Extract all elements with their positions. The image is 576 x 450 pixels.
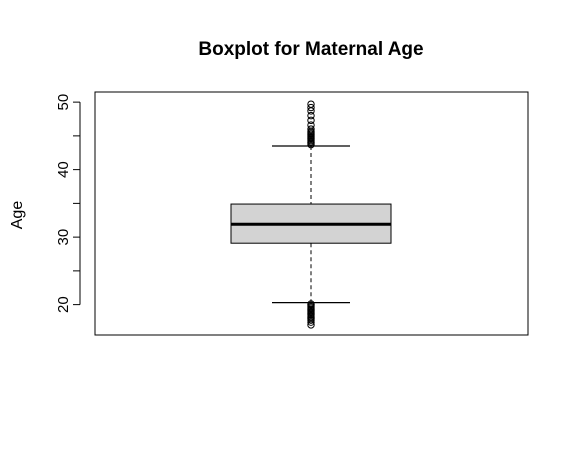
plot-frame (94, 91, 529, 336)
y-tick-label: 40 (55, 161, 72, 178)
y-tick-label: 20 (55, 296, 72, 313)
outlier-point (307, 321, 315, 329)
outlier-point (307, 316, 315, 324)
outlier-point (307, 100, 315, 108)
y-tick-label: 50 (55, 94, 72, 111)
outlier-point (307, 116, 315, 125)
y-tick-label: 30 (55, 229, 72, 246)
outlier-points (307, 100, 315, 329)
outlier-point (307, 318, 315, 326)
outlier-point (307, 103, 315, 112)
y-axis: 20 30 40 50 (55, 94, 81, 313)
chart-title: Boxplot for Maternal Age (198, 39, 423, 60)
y-axis-label: Age (9, 201, 26, 230)
outlier-point (307, 125, 315, 133)
box-group (230, 145, 392, 304)
outlier-point (307, 121, 315, 129)
outlier-point (307, 111, 315, 120)
